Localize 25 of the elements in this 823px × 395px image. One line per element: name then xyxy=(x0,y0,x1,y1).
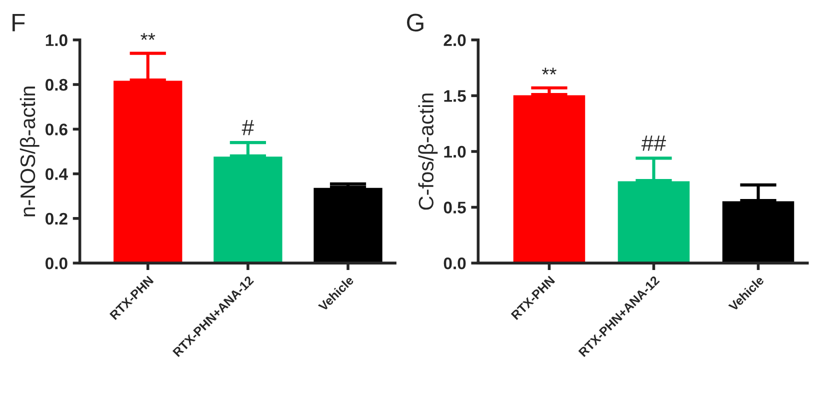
y-axis-title: C-fos/β-actin xyxy=(418,94,438,210)
bar xyxy=(512,94,586,264)
y-tick-label: 0.4 xyxy=(46,168,68,180)
annotation: # xyxy=(242,120,254,136)
text: F xyxy=(12,14,25,32)
annotation: ** xyxy=(542,68,556,75)
annotation: ** xyxy=(140,33,156,40)
y-tick-label: 1.5 xyxy=(444,90,466,102)
y-tick-label: 1.0 xyxy=(444,146,466,158)
y-tick-label: 0.6 xyxy=(46,124,68,136)
y-tick-label: 2.0 xyxy=(444,34,466,46)
bar xyxy=(720,200,796,264)
text: G xyxy=(406,14,424,32)
y-tick-label: 0.5 xyxy=(444,202,466,214)
y-axis-title: n-NOS/β-actin xyxy=(20,86,40,216)
bar xyxy=(312,186,384,264)
y-tick-label: 0.0 xyxy=(444,257,466,270)
bar xyxy=(212,155,284,264)
y-tick-label: 1.0 xyxy=(46,34,68,46)
bar xyxy=(616,180,692,264)
y-tick-label: 0.2 xyxy=(46,212,68,225)
y-tick-label: 0.0 xyxy=(46,257,68,270)
annotation: ## xyxy=(641,136,666,151)
bar xyxy=(112,79,184,264)
y-tick-label: 0.8 xyxy=(46,78,68,91)
